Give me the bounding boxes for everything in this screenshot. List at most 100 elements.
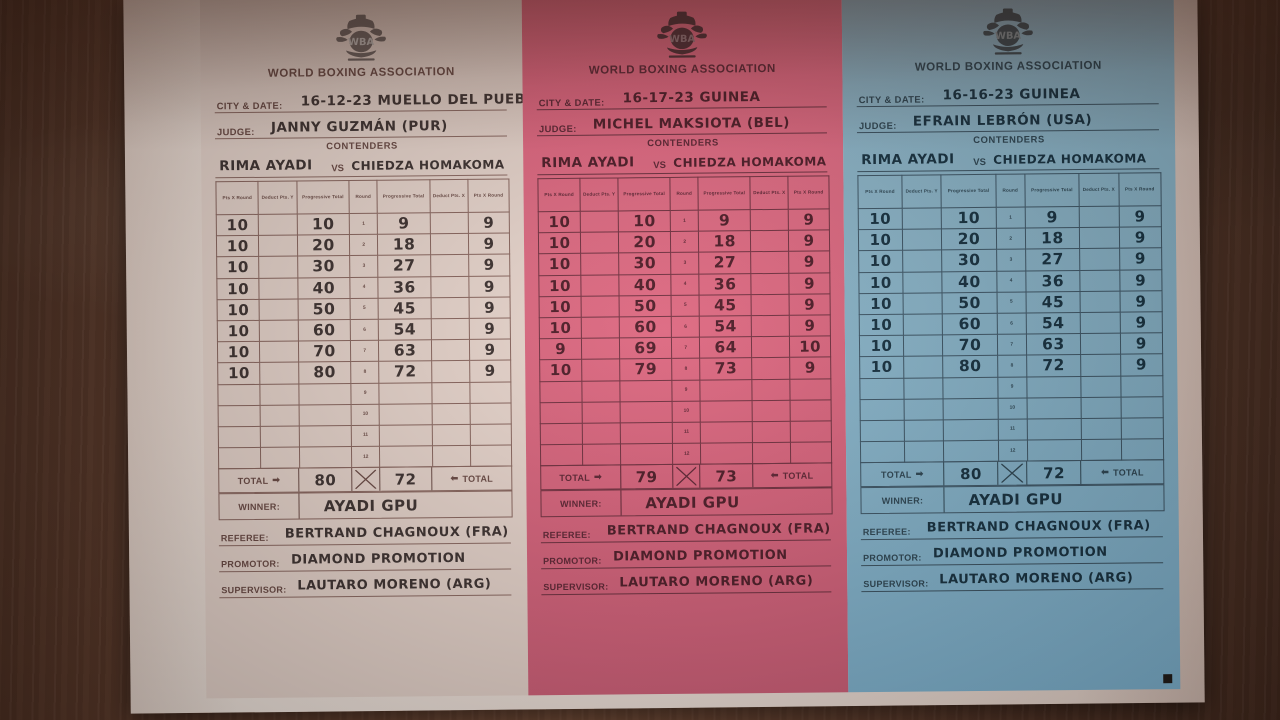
cell-pts-x-left[interactable]: 10 <box>216 256 260 279</box>
referee-value[interactable]: BERTRAND CHAGNOUX (FRA) <box>284 524 509 542</box>
total-value-right[interactable]: 72 <box>1042 463 1066 483</box>
cell-prog-right[interactable]: 72 <box>1026 354 1081 377</box>
cell-pts-x-left[interactable]: 10 <box>216 214 259 236</box>
cell-pts-x-left[interactable]: 10 <box>859 314 904 336</box>
cell-prog-right[interactable]: 36 <box>1025 270 1081 292</box>
cell-pts-x-right[interactable] <box>1120 375 1164 397</box>
cell-pts-x-right[interactable] <box>790 378 832 400</box>
cell-deduct-y[interactable] <box>903 356 944 378</box>
city-date-value[interactable]: 16-17-23 GUINEA <box>622 89 761 107</box>
cell-prog-left[interactable] <box>943 440 999 463</box>
cell-deduct-y[interactable] <box>260 362 299 384</box>
cell-prog-left[interactable]: 40 <box>297 277 351 299</box>
cell-deduct-x[interactable] <box>430 254 469 277</box>
cell-pts-x-left[interactable] <box>860 441 905 463</box>
cell-prog-left[interactable]: 80 <box>298 361 351 384</box>
cell-prog-right[interactable]: 9 <box>1024 206 1080 229</box>
cell-pts-x-left[interactable] <box>218 426 261 448</box>
cell-deduct-x[interactable] <box>750 209 789 231</box>
cell-prog-left[interactable] <box>943 419 999 441</box>
cell-deduct-y[interactable] <box>581 316 620 339</box>
cell-deduct-y[interactable] <box>902 250 943 272</box>
cell-deduct-x[interactable] <box>1079 248 1120 271</box>
cell-pts-x-left[interactable]: 10 <box>217 362 261 385</box>
cell-deduct-y[interactable] <box>581 338 620 360</box>
cell-deduct-x[interactable] <box>432 445 471 467</box>
cell-deduct-x[interactable] <box>1081 439 1122 461</box>
cell-deduct-y[interactable] <box>260 425 300 448</box>
cell-deduct-x[interactable] <box>431 318 470 340</box>
cell-deduct-x[interactable] <box>751 272 790 295</box>
cell-prog-left[interactable] <box>943 376 998 399</box>
cell-pts-x-right[interactable]: 9 <box>789 357 831 379</box>
cell-prog-right[interactable]: 45 <box>699 294 752 317</box>
fighter-b-name[interactable]: CHIEDZA HOMAKOMA <box>993 151 1147 167</box>
winner-value[interactable]: AYADI GPU <box>968 489 1064 509</box>
cell-prog-left[interactable]: 80 <box>943 355 998 378</box>
cell-prog-right[interactable] <box>379 424 433 447</box>
cell-pts-x-right[interactable]: 9 <box>1118 226 1162 249</box>
cell-pts-x-left[interactable] <box>859 377 904 400</box>
cell-prog-right[interactable]: 45 <box>1025 291 1081 313</box>
cell-prog-right[interactable]: 36 <box>698 273 752 295</box>
cell-pts-x-right[interactable]: 9 <box>469 339 511 361</box>
city-date-value[interactable]: 16-12-23 MUELLO DEL PUEBLO <box>300 91 529 110</box>
cell-prog-left[interactable]: 20 <box>297 234 350 257</box>
cell-pts-x-right[interactable]: 9 <box>1119 290 1163 313</box>
cell-deduct-x[interactable] <box>430 233 469 256</box>
cell-pts-x-right[interactable]: 9 <box>788 208 830 231</box>
card-pink[interactable]: WBA WORLD BOXING ASSOCIATION CITY & DATE… <box>521 0 849 696</box>
cell-pts-x-left[interactable]: 10 <box>859 335 904 357</box>
cell-deduct-x[interactable] <box>752 378 791 401</box>
cell-pts-x-right[interactable]: 9 <box>789 314 831 337</box>
cell-pts-x-right[interactable] <box>470 445 512 467</box>
cell-deduct-y[interactable] <box>259 298 298 321</box>
cell-prog-left[interactable] <box>620 443 673 466</box>
cell-deduct-x[interactable] <box>1081 418 1121 440</box>
total-value-left[interactable]: 80 <box>959 464 983 483</box>
cell-prog-right[interactable]: 27 <box>1025 248 1080 271</box>
cell-prog-right[interactable]: 73 <box>699 357 753 380</box>
cell-deduct-y[interactable] <box>580 232 619 254</box>
fighter-b-name[interactable]: CHIEDZA HOMAKOMA <box>673 154 827 170</box>
cell-prog-right[interactable]: 9 <box>698 209 751 232</box>
cell-pts-x-left[interactable]: 10 <box>859 356 904 379</box>
cell-deduct-y[interactable] <box>582 401 621 424</box>
judge-value[interactable]: JANNY GUZMÁN (PUR) <box>270 118 448 136</box>
cell-deduct-y[interactable] <box>580 253 619 275</box>
referee-value[interactable]: BERTRAND CHAGNOUX (FRA) <box>606 521 831 539</box>
cell-prog-left[interactable]: 50 <box>297 298 351 320</box>
cell-deduct-y[interactable] <box>259 319 299 342</box>
cell-prog-right[interactable] <box>700 442 753 465</box>
cell-prog-right[interactable]: 64 <box>699 336 752 359</box>
cell-prog-left[interactable] <box>619 379 673 402</box>
cell-pts-x-right[interactable]: 9 <box>1119 332 1163 355</box>
cell-deduct-y[interactable] <box>903 334 944 357</box>
cell-prog-right[interactable]: 18 <box>1025 227 1080 250</box>
cell-prog-left[interactable]: 50 <box>619 295 672 317</box>
cell-prog-right[interactable]: 36 <box>378 276 431 298</box>
total-value-left[interactable]: 80 <box>314 470 337 490</box>
cell-deduct-y[interactable] <box>260 404 299 427</box>
cell-pts-x-right[interactable] <box>1120 396 1164 419</box>
cell-pts-x-left[interactable]: 10 <box>858 271 903 294</box>
cell-deduct-x[interactable] <box>752 421 791 443</box>
total-value-right[interactable]: 72 <box>394 470 417 489</box>
cell-deduct-x[interactable] <box>431 360 470 383</box>
cell-prog-left[interactable] <box>299 446 352 469</box>
cell-deduct-y[interactable] <box>902 271 943 293</box>
cell-prog-left[interactable]: 40 <box>618 274 672 296</box>
cell-deduct-y[interactable] <box>903 313 943 336</box>
cell-deduct-x[interactable] <box>1080 290 1120 313</box>
cell-deduct-y[interactable] <box>260 383 299 406</box>
cell-prog-left[interactable]: 79 <box>619 358 673 381</box>
promotor-value[interactable]: DIAMOND PROMOTION <box>290 551 466 568</box>
cell-pts-x-right[interactable] <box>1120 417 1164 440</box>
cell-pts-x-right[interactable] <box>470 423 512 446</box>
cell-pts-x-left[interactable]: 10 <box>538 253 582 276</box>
cell-prog-left[interactable]: 60 <box>297 319 351 342</box>
cell-deduct-y[interactable] <box>581 274 620 297</box>
cell-prog-right[interactable] <box>1027 439 1082 462</box>
cell-pts-x-left[interactable]: 10 <box>858 208 903 230</box>
cell-pts-x-right[interactable]: 9 <box>469 360 511 382</box>
